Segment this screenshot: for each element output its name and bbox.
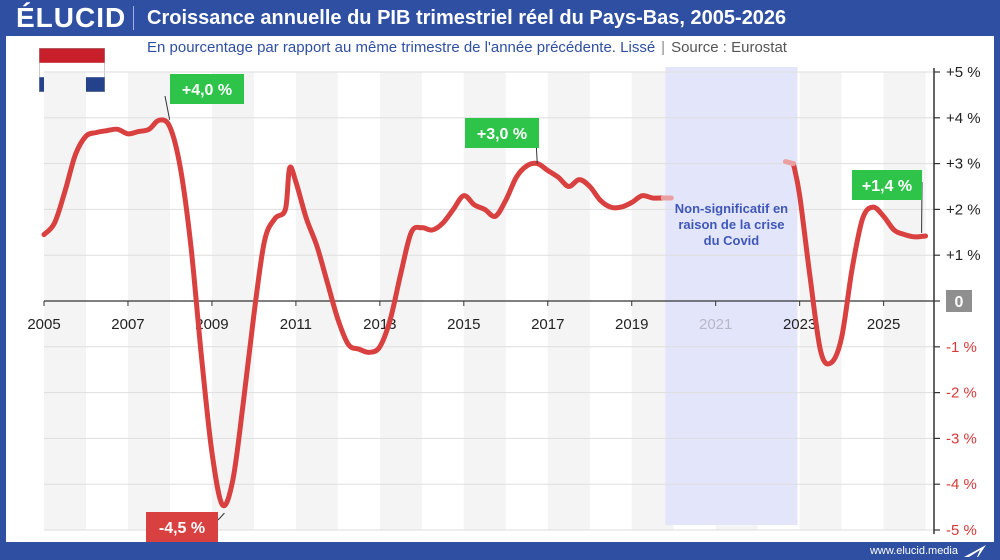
x-tick-label: 2011	[280, 316, 312, 333]
chart-subtitle: En pourcentage par rapport au même trime…	[147, 39, 787, 56]
callout-box	[852, 170, 922, 200]
x-tick-label: 2009	[195, 316, 228, 333]
subtitle-text: En pourcentage par rapport au même trime…	[147, 39, 656, 56]
callout-leader	[164, 95, 171, 120]
y-tick-label: +4 %	[946, 110, 981, 127]
x-tick-label: 2021	[699, 316, 732, 333]
y-tick-label: -5 %	[946, 522, 977, 539]
x-tick-label: 2005	[27, 316, 60, 333]
frame-left	[0, 0, 6, 560]
series-line-segment-1	[41, 117, 666, 509]
source-text: Source : Eurostat	[671, 39, 787, 56]
callout-box	[170, 74, 244, 104]
pen-nib-icon	[964, 545, 986, 557]
callout-min: -4,5 %	[146, 512, 225, 542]
callout-label: +4,0 %	[182, 82, 232, 99]
covid-note: Non-significatif en raison de la crise du …	[675, 201, 788, 248]
y-tick-label: -1 %	[946, 339, 977, 356]
subtitle-separator: |	[661, 39, 666, 56]
covid-note-line: du Covid	[704, 233, 760, 248]
zero-badge: 0	[946, 290, 972, 312]
y-tick-label: +5 %	[946, 64, 981, 81]
series-fade-start	[782, 159, 796, 167]
series-line-segment-2	[790, 161, 929, 367]
chart-title: Croissance annuelle du PIB trimestriel r…	[147, 7, 787, 29]
callout-label: +3,0 %	[477, 126, 527, 143]
x-tick-label: 2023	[783, 316, 816, 333]
frame-right	[994, 0, 1000, 560]
covid-note-line: Non-significatif en	[675, 201, 788, 216]
callout-max: +3,0 %	[465, 118, 539, 164]
x-tick-label: 2017	[531, 316, 564, 333]
y-tick-label: 0	[955, 294, 964, 311]
callout-max: +1,4 %	[852, 170, 923, 233]
x-tick-label: 2025	[867, 316, 900, 333]
footer-bar: www.elucid.media	[0, 542, 1000, 560]
brand-logo[interactable]: ÉLUCID	[16, 2, 127, 33]
header-bar: ÉLUCID Croissance annuelle du PIB trimes…	[0, 0, 1000, 36]
covid-band	[665, 67, 798, 525]
callout-max: +4,0 %	[164, 74, 244, 120]
callout-label: +1,4 %	[862, 178, 912, 195]
callout-box	[465, 118, 539, 148]
y-tick-label: +3 %	[946, 156, 981, 173]
x-tick-label: 2007	[111, 316, 144, 333]
y-tick-label: +2 %	[946, 201, 981, 218]
y-tick-label: -4 %	[946, 476, 977, 493]
zero-badge-bg	[946, 290, 972, 312]
x-tick-label: 2019	[615, 316, 648, 333]
covid-note-line: raison de la crise	[678, 217, 784, 232]
footer-url[interactable]: www.elucid.media	[869, 545, 958, 557]
callout-box	[146, 512, 218, 542]
callout-label: -4,5 %	[159, 520, 205, 537]
y-tick-label: -2 %	[946, 385, 977, 402]
header-divider	[133, 6, 134, 30]
y-tick-label: -3 %	[946, 430, 977, 447]
y-tick-label: +1 %	[946, 247, 981, 264]
callout-leader	[217, 512, 225, 521]
x-tick-label: 2015	[447, 316, 480, 333]
